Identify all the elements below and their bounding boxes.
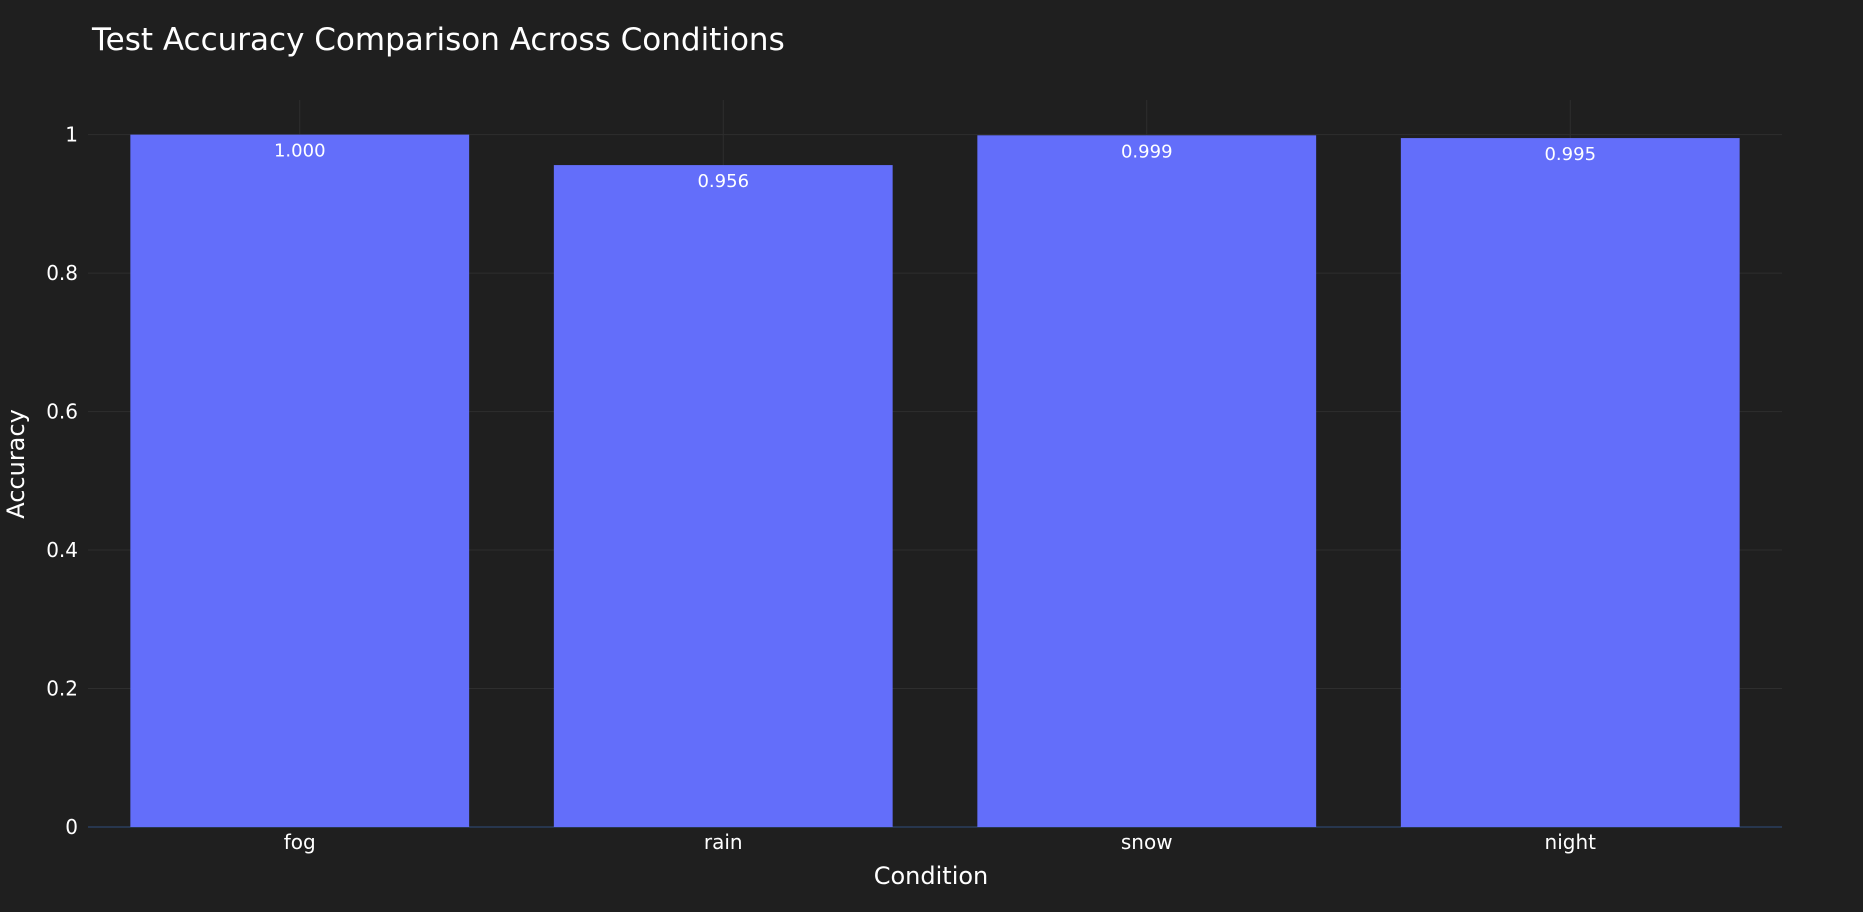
bar-fog <box>130 134 470 828</box>
chart-title: Test Accuracy Comparison Across Conditio… <box>91 22 785 58</box>
data-label-night: 0.995 <box>1544 144 1596 165</box>
y-axis-title: Accuracy <box>2 409 30 519</box>
x-tick-label-rain: rain <box>704 830 743 854</box>
bars <box>130 134 1740 828</box>
bar-snow <box>977 135 1317 828</box>
x-tick-label-fog: fog <box>284 830 316 854</box>
y-tick-label: 0.8 <box>46 261 78 285</box>
data-labels: 1.000 0.956 0.999 0.995 <box>274 141 1596 192</box>
x-axis-title: Condition <box>874 862 989 890</box>
axis-ticks: 0 0.2 0.4 0.6 0.8 1 fog rain snow night <box>46 123 1596 854</box>
x-tick-label-night: night <box>1545 830 1597 854</box>
y-tick-label: 1 <box>65 123 78 147</box>
y-tick-label: 0.4 <box>46 538 78 562</box>
bar-rain <box>553 165 893 828</box>
data-label-snow: 0.999 <box>1121 141 1173 162</box>
y-tick-label: 0 <box>65 815 78 839</box>
data-label-rain: 0.956 <box>697 171 749 192</box>
bar-night <box>1400 138 1740 828</box>
y-tick-label: 0.6 <box>46 400 78 424</box>
data-label-fog: 1.000 <box>274 141 326 162</box>
y-tick-label: 0.2 <box>46 677 78 701</box>
x-tick-label-snow: snow <box>1121 830 1173 854</box>
